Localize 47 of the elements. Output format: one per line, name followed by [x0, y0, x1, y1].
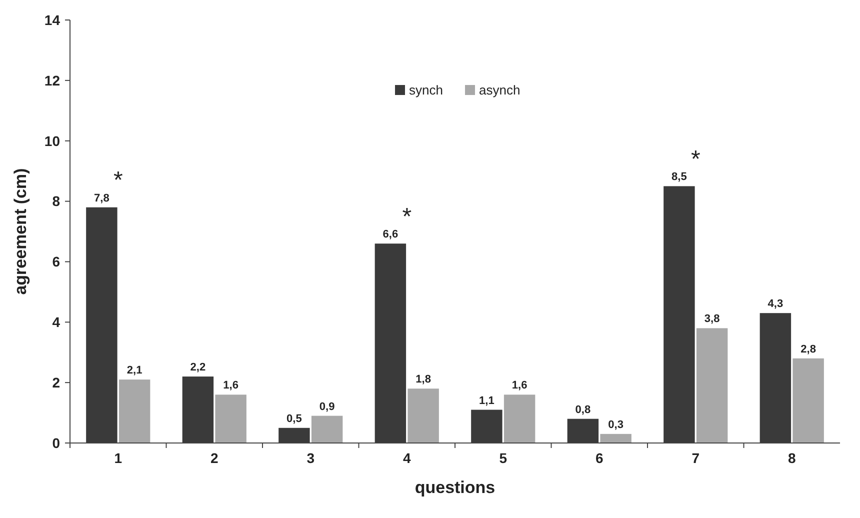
- x-tick-label: 1: [114, 450, 122, 466]
- y-tick-label: 4: [52, 314, 60, 330]
- y-tick-label: 8: [52, 193, 60, 210]
- data-label: 1,6: [223, 380, 238, 392]
- data-label: 3,8: [704, 313, 720, 326]
- x-axis-title: questions: [414, 478, 496, 497]
- bar: [311, 416, 343, 443]
- legend-label: asynch: [479, 82, 520, 98]
- data-label: 6,6: [382, 228, 398, 241]
- bar: [792, 358, 824, 443]
- x-tick-label: 2: [210, 450, 218, 466]
- bar: [504, 394, 536, 443]
- data-label: 0,3: [608, 418, 624, 431]
- data-label: 0,9: [319, 400, 335, 413]
- bar: [408, 388, 439, 443]
- data-label: 0,8: [575, 404, 591, 416]
- bar: [118, 380, 150, 443]
- bar: [600, 434, 632, 443]
- y-axis-title: agreement (cm): [11, 168, 30, 295]
- data-label: 1,1: [479, 394, 494, 407]
- y-tick-label: 10: [44, 132, 60, 149]
- y-tick-label: 2: [52, 374, 60, 390]
- y-tick-label: 14: [44, 12, 60, 28]
- data-label: 2,8: [800, 343, 816, 356]
- x-tick-label: 3: [306, 450, 315, 466]
- x-tick-label: 5: [499, 450, 508, 466]
- annotation: *: [402, 203, 412, 230]
- y-tick-label: 0: [52, 434, 60, 451]
- annotation: *: [690, 146, 700, 173]
- y-tick-label: 6: [52, 254, 60, 270]
- bar: [696, 328, 728, 443]
- data-label: 4,3: [768, 298, 784, 310]
- data-label: 8,5: [672, 171, 687, 184]
- data-label: 7,8: [94, 192, 110, 204]
- legend-label: synch: [409, 82, 443, 98]
- y-tick-label: 12: [44, 72, 60, 88]
- x-tick-label: 7: [692, 450, 700, 466]
- x-tick-label: 6: [595, 450, 604, 466]
- data-label: 1,6: [512, 380, 528, 392]
- annotation: *: [113, 167, 123, 194]
- data-label: 2,1: [126, 364, 142, 377]
- x-tick-label: 8: [788, 450, 796, 466]
- data-label: 2,2: [190, 362, 206, 374]
- bar: [215, 394, 246, 443]
- data-label: 0,5: [286, 412, 302, 425]
- x-tick-label: 4: [402, 450, 411, 466]
- data-label: 1,8: [416, 374, 431, 386]
